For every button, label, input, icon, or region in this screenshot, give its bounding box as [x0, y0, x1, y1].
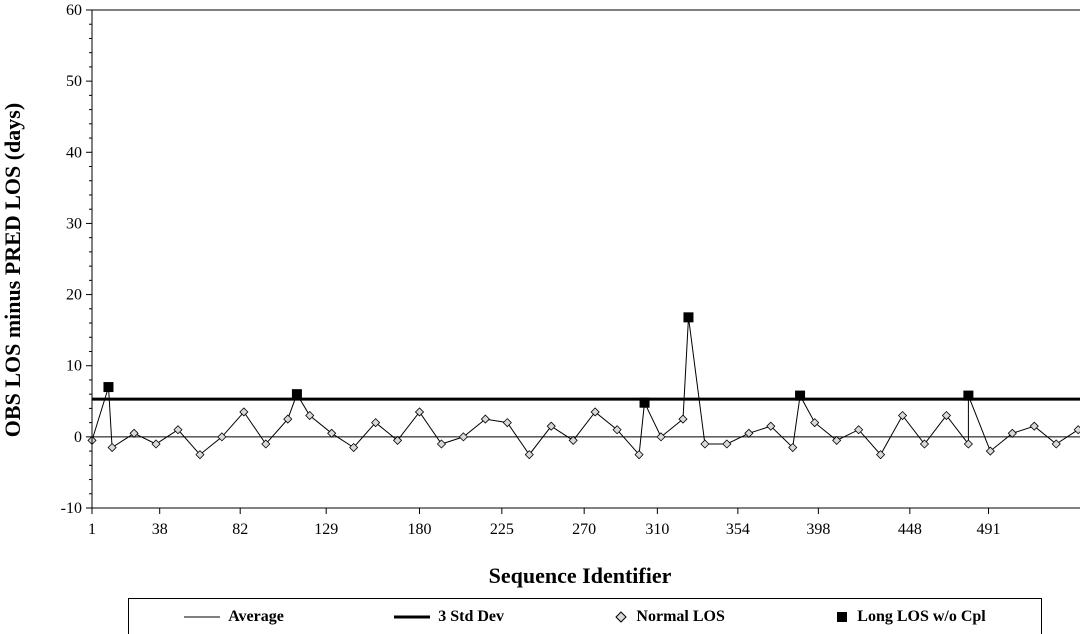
normal-los-point: [502, 418, 512, 428]
legend-label: Long LOS w/o Cpl: [857, 607, 986, 625]
y-tick-label: 30: [66, 215, 82, 232]
axes: -10 0 10 20 30 40 50 60 1 38 82 129 180 225 270 310 354 3…: [61, 2, 1080, 538]
legend-item-long-los: Long LOS w/o Cpl: [835, 607, 986, 626]
y-tick-label: 20: [66, 287, 82, 304]
normal-los-point: [985, 446, 995, 456]
x-tick-label: 82: [232, 521, 248, 538]
normal-los-point: [568, 435, 578, 445]
normal-los-point: [480, 414, 490, 424]
normal-los-point: [788, 442, 798, 453]
normal-los-point: [897, 410, 908, 421]
y-axis-title: OBS LOS minus PRED LOS (days): [0, 103, 25, 437]
los-difference-line: [91, 317, 1079, 456]
normal-los-point: [458, 432, 468, 442]
x-tick-label: 354: [726, 521, 750, 538]
legend-label: Normal LOS: [636, 607, 725, 625]
legend: Average 3 Std Dev Normal LOS Long LOS w/…: [128, 598, 1042, 634]
normal-los-point: [173, 425, 183, 435]
x-tick-label: 1: [88, 521, 96, 538]
normal-los-point: [371, 418, 381, 428]
y-tick-label: 50: [66, 73, 82, 90]
long-los-point: [795, 390, 806, 401]
normal-los-point: [810, 418, 820, 428]
normal-los-point: [876, 450, 886, 460]
normal-los-point: [217, 432, 227, 442]
normal-los-point: [766, 421, 776, 431]
normal-los-point: [590, 407, 600, 417]
legend-item-3-std-dev: 3 Std Dev: [394, 608, 504, 626]
normal-los-point: [832, 435, 842, 445]
normal-los-point: [305, 410, 315, 421]
normal-los-point: [283, 414, 293, 424]
normal-los-point: [239, 407, 249, 417]
legend-swatch-thin-line: [184, 616, 221, 617]
normal-los-point: [151, 439, 161, 449]
x-tick-label: 225: [490, 521, 514, 538]
y-tick-label: 10: [66, 358, 82, 375]
legend-label: Average: [228, 607, 284, 625]
normal-los-point: [854, 425, 864, 435]
normal-los-point: [963, 439, 973, 449]
normal-los-point: [678, 414, 688, 424]
normal-los-point: [546, 421, 556, 431]
normal-los-point: [261, 439, 271, 449]
x-tick-label: 38: [152, 521, 168, 538]
y-tick-label: -10: [61, 500, 82, 517]
normal-los-point: [1051, 439, 1061, 449]
long-los-point: [103, 382, 114, 393]
x-tick-label: 310: [645, 521, 669, 538]
long-los-point: [291, 389, 302, 400]
normal-los-point: [436, 439, 447, 449]
long-los-point: [639, 397, 650, 408]
x-tick-label: 398: [806, 521, 830, 538]
normal-los-point: [107, 442, 117, 453]
x-tick-label: 180: [408, 521, 432, 538]
normal-los-point: [392, 435, 403, 445]
legend-item-average: Average: [184, 608, 284, 626]
normal-los-point: [327, 428, 337, 438]
normal-los-point: [195, 450, 205, 460]
normal-los-point: [656, 432, 666, 442]
normal-los-point: [919, 439, 930, 449]
normal-los-point: [524, 450, 534, 460]
normal-los-point: [1073, 425, 1080, 435]
x-axis-title: Sequence Identifier: [489, 563, 672, 588]
normal-los-point: [612, 425, 622, 435]
y-tick-label: 40: [66, 144, 82, 161]
normal-los-point: [744, 428, 754, 438]
y-tick-label: 0: [74, 429, 82, 446]
x-tick-label: 270: [572, 521, 596, 538]
x-tick-label: 129: [314, 521, 338, 538]
normal-los-point: [1029, 421, 1039, 431]
normal-los-point: [1007, 428, 1017, 438]
normal-los-point: [722, 439, 732, 449]
normal-los-point: [941, 410, 952, 421]
plot-area: [87, 312, 1080, 460]
long-los-point: [683, 312, 694, 323]
long-los-point: [963, 390, 974, 401]
legend-swatch-thick-line: [394, 615, 431, 618]
normal-los-point: [700, 439, 710, 449]
normal-los-point: [634, 450, 644, 460]
legend-swatch-diamond: [615, 610, 628, 623]
x-tick-label: 491: [977, 521, 1001, 538]
normal-los-point: [414, 407, 425, 417]
legend-item-normal-los: Normal LOS: [614, 607, 725, 626]
x-tick-label: 448: [898, 521, 922, 538]
y-tick-label: 60: [66, 2, 82, 19]
legend-swatch-square: [837, 611, 848, 622]
normal-los-point: [349, 442, 359, 453]
legend-label: 3 Std Dev: [438, 607, 505, 625]
normal-los-point: [129, 428, 139, 438]
